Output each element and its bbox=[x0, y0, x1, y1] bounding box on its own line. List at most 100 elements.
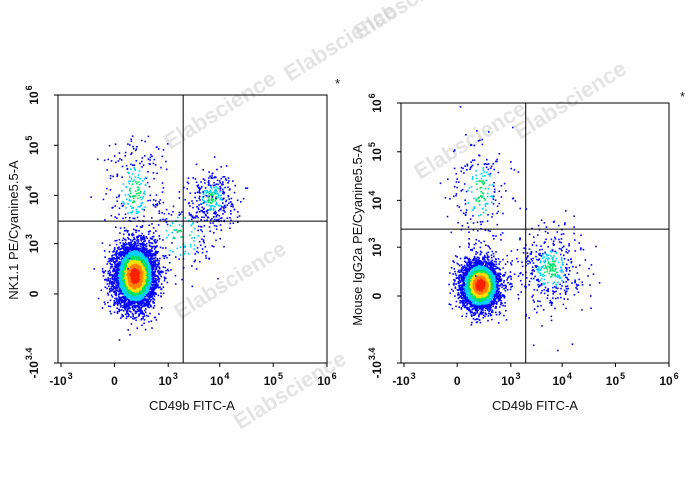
event-dot bbox=[153, 302, 155, 304]
event-dot bbox=[135, 251, 137, 253]
event-dot bbox=[149, 285, 151, 287]
event-dot bbox=[118, 339, 121, 341]
event-dot bbox=[132, 295, 135, 298]
event-dot bbox=[145, 248, 147, 251]
event-dot bbox=[114, 272, 117, 275]
event-dot bbox=[126, 291, 128, 293]
event-dot bbox=[143, 257, 146, 260]
event-dot bbox=[153, 286, 156, 289]
event-dot bbox=[138, 303, 140, 305]
event-dot bbox=[134, 271, 136, 274]
event-dot bbox=[127, 257, 129, 259]
event-dot bbox=[138, 289, 141, 292]
event-dot bbox=[138, 299, 141, 302]
event-dot bbox=[151, 236, 154, 238]
event-dot bbox=[142, 312, 144, 314]
event-dot bbox=[132, 314, 134, 316]
event-dot bbox=[154, 245, 156, 248]
event-dot bbox=[107, 292, 109, 295]
event-dots bbox=[90, 135, 249, 341]
event-dot bbox=[131, 234, 133, 237]
event-dot bbox=[132, 287, 135, 290]
event-dot bbox=[104, 303, 106, 305]
event-dot bbox=[122, 265, 124, 267]
event-dot bbox=[150, 279, 152, 282]
event-dot bbox=[113, 282, 116, 285]
event-dot bbox=[143, 315, 146, 317]
event-dot bbox=[115, 289, 117, 292]
event-dot bbox=[123, 283, 126, 286]
event-dot bbox=[113, 247, 116, 249]
event-dot bbox=[151, 250, 154, 252]
event-dot bbox=[146, 250, 149, 252]
event-dot bbox=[123, 246, 126, 248]
event-dot bbox=[146, 284, 148, 287]
event-dot bbox=[124, 259, 126, 261]
event-dot bbox=[165, 272, 167, 275]
event-dot bbox=[140, 302, 142, 305]
event-dot bbox=[137, 293, 140, 296]
event-dot bbox=[132, 294, 135, 297]
event-dot bbox=[118, 273, 121, 275]
event-dot bbox=[120, 299, 123, 301]
event-dot bbox=[129, 304, 131, 306]
event-dot bbox=[163, 276, 166, 279]
event-dot bbox=[147, 315, 150, 318]
event-dot bbox=[141, 300, 144, 302]
event-dot bbox=[140, 285, 143, 287]
event-dot bbox=[144, 302, 147, 305]
event-dot bbox=[126, 284, 128, 287]
event-dot bbox=[143, 287, 146, 290]
event-dot bbox=[153, 271, 156, 274]
event-dot bbox=[131, 232, 134, 235]
event-dot bbox=[155, 292, 157, 295]
event-dot bbox=[129, 273, 131, 276]
event-dot bbox=[110, 260, 113, 262]
event-dot bbox=[127, 273, 129, 276]
event-dot bbox=[132, 262, 134, 265]
event-dot bbox=[150, 320, 153, 322]
event-dot bbox=[119, 276, 122, 278]
event-dot bbox=[153, 274, 156, 276]
event-dot bbox=[150, 265, 152, 267]
event-dot bbox=[143, 247, 146, 249]
event-dot bbox=[133, 275, 135, 278]
event-dot bbox=[149, 259, 151, 262]
event-dot bbox=[122, 261, 124, 264]
event-dot bbox=[135, 282, 138, 285]
event-dot bbox=[158, 267, 161, 270]
event-dot bbox=[154, 275, 157, 277]
event-dot bbox=[154, 264, 156, 267]
event-dot bbox=[143, 251, 145, 254]
event-dot bbox=[149, 293, 151, 295]
event-dot bbox=[110, 287, 113, 290]
event-dot bbox=[97, 297, 100, 300]
event-dot bbox=[161, 271, 163, 274]
event-dot bbox=[152, 263, 155, 265]
event-dot bbox=[116, 267, 118, 270]
event-dot bbox=[150, 245, 152, 248]
event-dot bbox=[107, 301, 109, 304]
event-dot bbox=[111, 296, 114, 298]
event-dot bbox=[141, 281, 143, 283]
event-dot bbox=[125, 309, 127, 311]
event-dot bbox=[140, 269, 143, 272]
event-dot bbox=[123, 294, 126, 296]
event-dot bbox=[119, 242, 122, 244]
event-dot bbox=[123, 271, 125, 274]
event-dot bbox=[118, 246, 120, 248]
event-dot bbox=[125, 270, 128, 273]
event-dot bbox=[129, 287, 131, 290]
event-dot bbox=[113, 277, 116, 280]
event-dot bbox=[140, 235, 143, 237]
event-dot bbox=[125, 295, 127, 298]
event-dot bbox=[129, 246, 131, 249]
event-dot bbox=[141, 301, 143, 304]
event-dot bbox=[144, 288, 147, 291]
event-dot bbox=[108, 283, 111, 285]
event-dot bbox=[158, 286, 160, 289]
event-dot bbox=[147, 250, 150, 252]
event-dot bbox=[110, 294, 113, 296]
event-dot bbox=[114, 275, 117, 277]
event-dot bbox=[150, 291, 153, 293]
